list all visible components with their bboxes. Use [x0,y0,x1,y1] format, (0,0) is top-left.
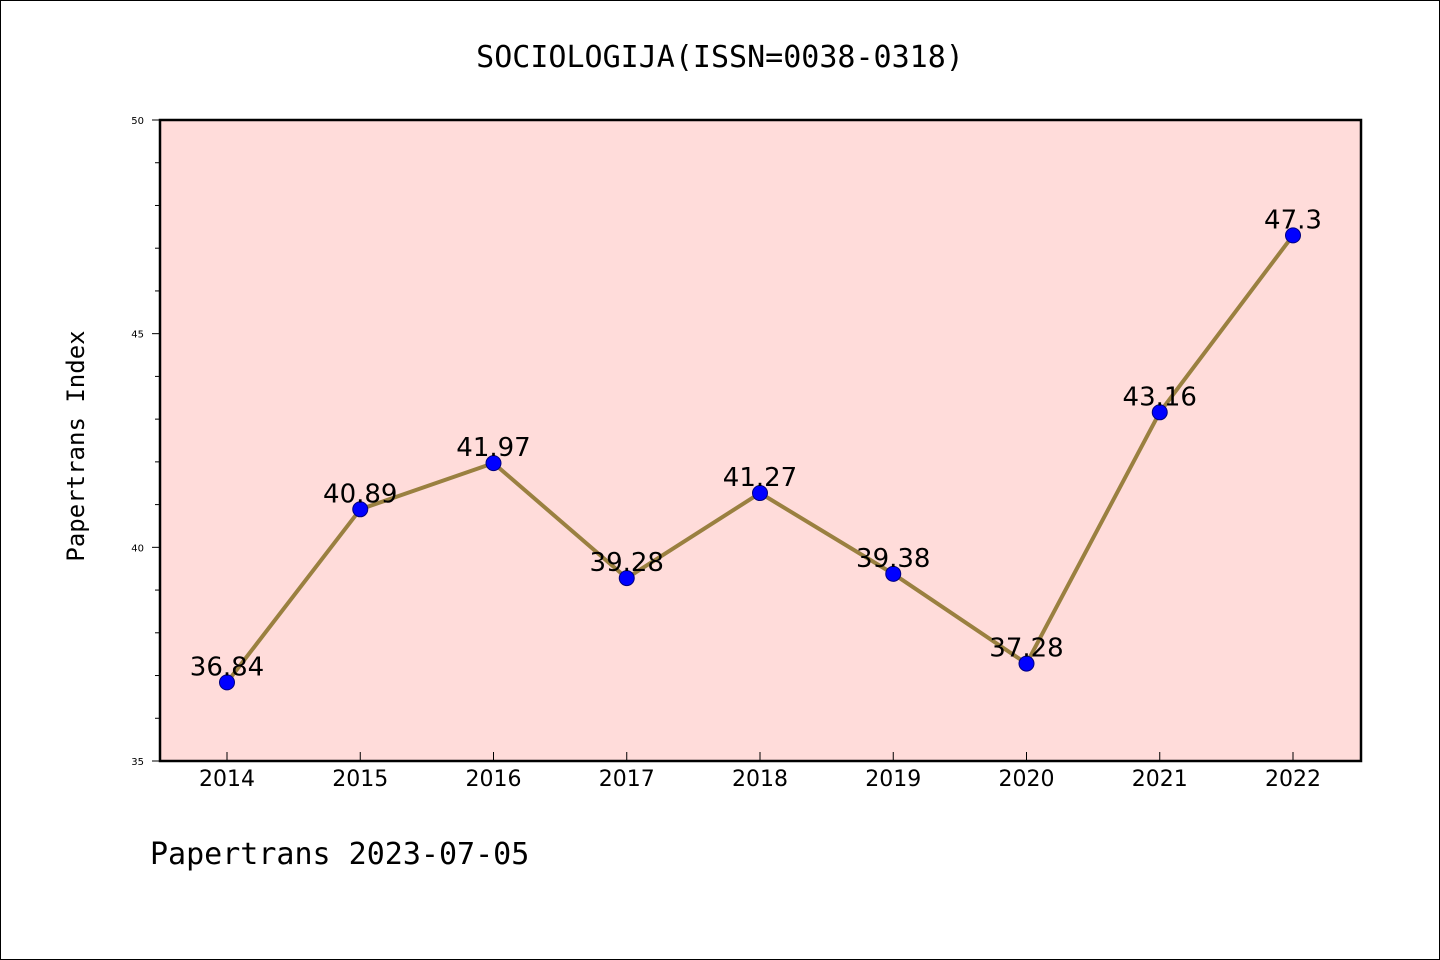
data-point [1018,655,1035,672]
x-tick-label: 2019 [865,767,921,792]
data-point [618,570,635,587]
x-axis: 2014 2015 2016 2017 2018 2019 2020 2021 2022 [199,752,1321,792]
x-tick-label: 2016 [466,767,522,792]
series-line-group [219,227,1301,691]
x-tick-label: 2021 [1132,767,1188,792]
x-tick-label: 2022 [1265,767,1321,792]
chart-title: SOCIOLOGIJA(ISSN=0038-0318) [476,40,964,75]
y-tick-label: 35 [131,757,144,768]
data-label: 36.84 [190,652,264,682]
data-point [1151,404,1168,421]
data-label: 41.97 [456,433,530,463]
y-tick-label: 45 [131,330,144,341]
data-label: 37.28 [989,634,1063,664]
data-point [485,455,502,472]
data-point [885,565,902,582]
y-tick-label: 50 [131,116,144,127]
data-point [352,501,369,518]
plot-area [158,118,1363,763]
y-axis-label: Papertrans Index [62,330,90,561]
x-tick-label: 2015 [332,767,388,792]
data-point [219,674,235,691]
y-tick-label: 40 [131,543,144,554]
data-label: 40.89 [323,479,397,509]
x-tick-label: 2020 [999,767,1055,792]
data-label-group: 36.84 40.89 41.97 39.28 41.27 39.38 37.28 43.16… [190,205,1322,682]
data-point [752,485,768,502]
y-axis: 35 40 45 50 [131,116,160,768]
x-tick-label: 2014 [199,767,255,792]
data-point [1285,227,1301,244]
footer-credit: Papertrans 2023-07-05 [150,837,529,872]
x-tick-label: 2017 [599,767,655,792]
data-label: 47.3 [1264,205,1322,235]
data-label: 39.38 [856,544,930,574]
data-label: 41.27 [723,463,797,493]
x-tick-label: 2018 [732,767,788,792]
data-label: 39.28 [590,548,664,578]
data-label: 43.16 [1123,382,1197,412]
